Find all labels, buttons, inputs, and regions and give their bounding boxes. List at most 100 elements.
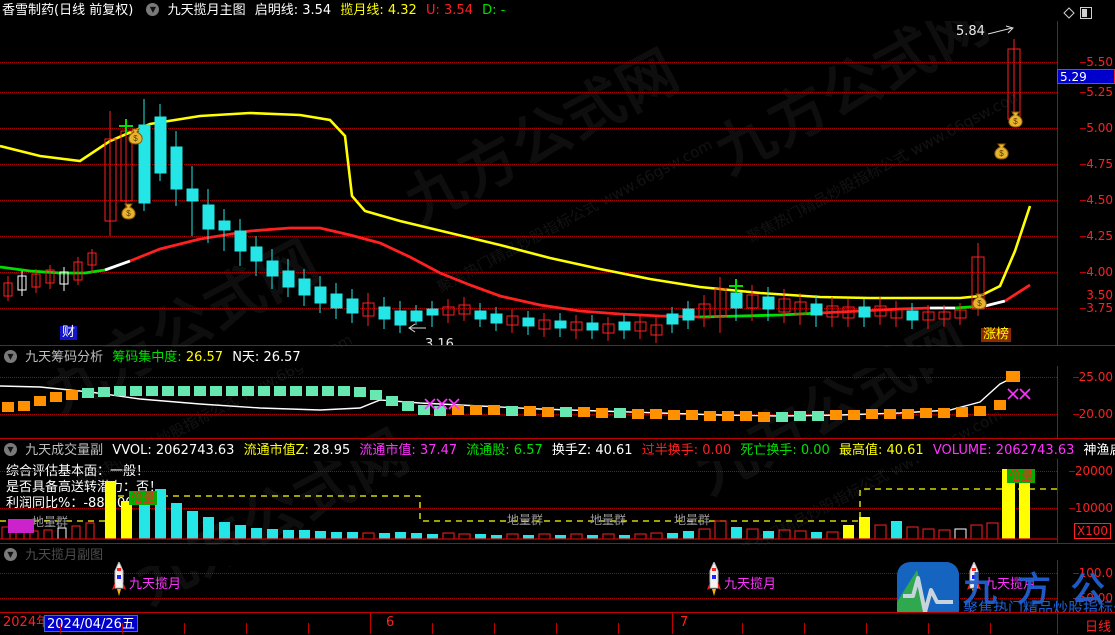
volume-tag-beiliang: 倍量	[1007, 469, 1036, 483]
field-n-days: N天: 26.57	[232, 347, 300, 368]
chips-chart-panel[interactable]: 25.00 20.00	[0, 366, 1115, 438]
high-annotation-arrow	[987, 25, 1014, 35]
field-gbhs-value: 0.00	[702, 443, 732, 458]
sub-signal-label: 九天揽月	[984, 577, 1037, 592]
y-tick-label: 4.25	[1086, 229, 1113, 243]
current-price-badge: 5.29	[1057, 69, 1115, 84]
field-label: D:	[482, 3, 497, 18]
field-lanyuexian: 揽月线: 4.32	[340, 0, 416, 21]
main-indicator-name[interactable]: 九天揽月主图	[167, 3, 246, 18]
y-tick-label: 100.0	[1078, 566, 1113, 580]
selected-date-badge: 2024/04/26五	[44, 615, 138, 632]
field-ltszz-value: 28.95	[313, 443, 351, 458]
y-tick-label: 5.50	[1086, 55, 1113, 69]
volume-tag-beiliang: 倍量	[129, 491, 158, 505]
volume-chart-panel[interactable]: 综合评估基本面：一般！ 是否具备高送转潜力：否！ 利润同比%：-886.00	[0, 459, 1115, 543]
field-swhs-label: 死亡换手:	[740, 443, 797, 458]
volume-tag-diliangqun: 地量群	[674, 513, 711, 527]
field-zgz-value: 40.61	[886, 443, 924, 458]
money-bag-icon: $	[993, 141, 1010, 160]
field-label: N天:	[232, 350, 260, 365]
field-ltg-label: 流通股:	[466, 443, 510, 458]
field-ltszz-label: 流通市值Z:	[243, 443, 309, 458]
sub-chart-panel[interactable]: 九天揽月 九天揽月 九天揽月 100.0	[0, 560, 1115, 612]
sub-signal-label: 九天揽月	[129, 577, 182, 592]
month-tick-label: 7	[680, 615, 689, 630]
volume-y-axis: 20000 10000	[1057, 459, 1115, 543]
price-series-svg	[0, 25, 1032, 343]
field-label: 揽月线:	[340, 3, 384, 18]
y-tick-label: 5.00	[1086, 121, 1113, 135]
y-tick-label: 3.75	[1086, 301, 1113, 315]
field-gbhs-label: 过半换手:	[641, 443, 699, 458]
field-ltsz-label: 流通市值:	[359, 443, 416, 458]
volume-tag-diliangqun: 地量群	[507, 513, 544, 527]
field-u: U: 3.54	[426, 0, 473, 21]
price-chart-panel[interactable]: $ $ $ $ $ 5.84 3.16 财 涨榜 5.50 5.25 5.00 …	[0, 21, 1115, 345]
main-panel-header: 香雪制药(日线 前复权) ▼ 九天揽月主图 启明线: 3.54 揽月线: 4.3…	[0, 0, 1115, 21]
volume-indicator-name[interactable]: 九天成交量副	[25, 443, 104, 458]
money-bag-icon: $	[127, 126, 144, 145]
volume-tag-diliangqun: 地量群	[590, 513, 627, 527]
field-hsz-value: 40.61	[595, 443, 633, 458]
field-swhs-value: 0.00	[800, 443, 830, 458]
low-annotation-arrow	[408, 323, 426, 333]
chevron-down-icon[interactable]: ▼	[4, 548, 17, 561]
field-hsz-label: 换手Z:	[551, 443, 592, 458]
field-syqd-label: 神渔启动:	[1083, 443, 1115, 458]
svg-text:$: $	[133, 134, 138, 143]
high-price-annotation: 5.84	[956, 24, 985, 39]
money-bag-icon: $	[971, 291, 988, 310]
kline-period-button[interactable]: 日线	[1084, 620, 1111, 635]
year-label: 2024年	[3, 615, 50, 630]
y-tick-label: 10000	[1074, 501, 1113, 515]
sub-panel-header: ▼ 九天揽月副图	[0, 545, 1115, 566]
magenta-marker	[8, 519, 34, 533]
money-bag-icon: $	[120, 201, 137, 220]
field-label: 筹码集中度:	[112, 350, 182, 365]
field-value: 26.57	[263, 350, 301, 365]
restore-window-button[interactable]	[1080, 4, 1092, 19]
instrument-title[interactable]: 香雪制药(日线 前复权)	[2, 3, 134, 18]
chevron-down-icon[interactable]: ▼	[146, 3, 160, 16]
field-value: 3.54	[444, 3, 473, 18]
rocket-icon	[112, 560, 126, 596]
y-tick-label: 20000	[1074, 464, 1113, 478]
chips-panel-header: ▼ 九天筹码分析 筹码集中度: 26.57 N天: 26.57	[0, 347, 1115, 368]
field-label: U:	[425, 3, 440, 18]
y-tick-label: 50.00	[1078, 591, 1113, 605]
svg-text:$: $	[977, 299, 982, 308]
chevron-down-icon[interactable]: ▼	[4, 443, 17, 456]
price-y-axis: 5.50 5.25 5.00 4.75 4.50 4.25 4.00 3.75	[1057, 21, 1115, 345]
note-line-2: 是否具备高送转潜力：否！	[6, 480, 163, 495]
field-qimingxian: 启明线: 3.54	[255, 0, 331, 21]
field-vvol-label: VVOL:	[112, 443, 152, 458]
svg-text:$: $	[126, 209, 131, 218]
zhangbang-tag: 涨榜	[981, 327, 1012, 342]
month-tick-label: 6	[386, 615, 395, 630]
volume-tag-diliangqun: 地量群	[32, 515, 69, 529]
field-d: D: -	[482, 0, 505, 21]
volume-series-svg	[0, 469, 1057, 540]
date-axis[interactable]: 2024年 2024/04/26五 6 7 日线	[0, 612, 1115, 635]
field-ltsz-value: 37.47	[419, 443, 458, 458]
y-tick-label: 4.00	[1086, 265, 1113, 279]
y-tick-label: 4.75	[1086, 157, 1113, 171]
field-value: 26.57	[185, 350, 224, 365]
chips-indicator-name[interactable]: 九天筹码分析	[25, 350, 104, 365]
field-vvol-value: 2062743.63	[155, 443, 235, 458]
field-label: 启明线:	[254, 3, 299, 18]
field-value: 4.32	[387, 3, 417, 18]
cai-tag: 财	[60, 325, 78, 340]
site-logo-icon	[897, 562, 959, 624]
field-value: 3.54	[302, 3, 332, 18]
diamond-icon[interactable]	[1063, 4, 1075, 19]
sub-indicator-name[interactable]: 九天揽月副图	[25, 548, 104, 563]
chips-series-svg	[0, 371, 1031, 422]
y-tick-label: 25.00	[1078, 370, 1113, 384]
sub-y-axis: 100.0 50.00	[1057, 560, 1115, 612]
chevron-down-icon[interactable]: ▼	[4, 350, 17, 363]
y-tick-label: 4.50	[1086, 193, 1113, 207]
field-chip-concentration: 筹码集中度: 26.57	[112, 347, 223, 368]
